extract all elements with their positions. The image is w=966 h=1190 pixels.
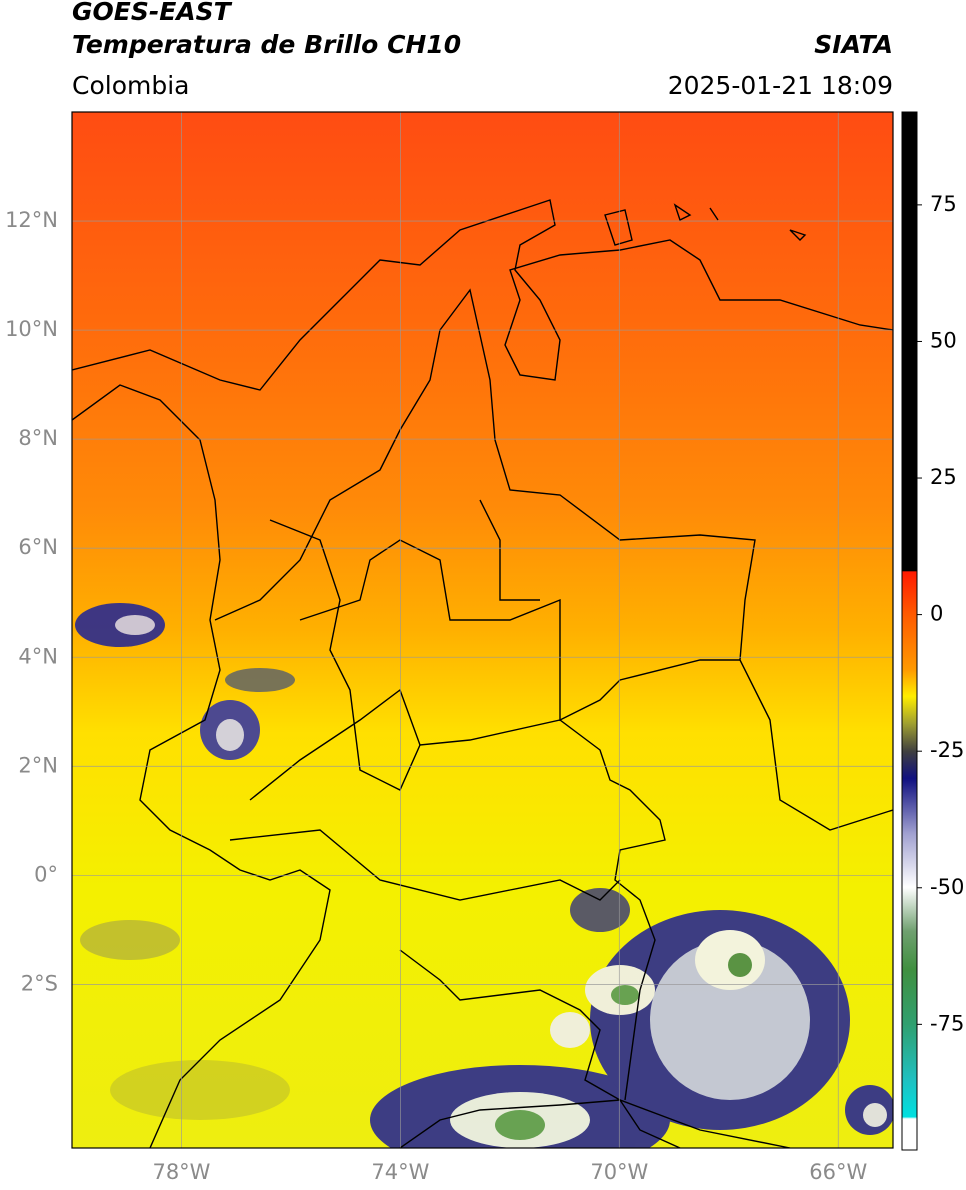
source: SIATA: [814, 30, 893, 59]
lat-tick-label: 6°N: [18, 535, 58, 559]
lat-tick-label: 0°: [34, 862, 58, 886]
lon-tick-label: 78°W: [152, 1160, 210, 1184]
lat-tick-label: 12°N: [5, 208, 58, 232]
lat-tick-label: 2°S: [21, 971, 58, 995]
colorbar-tick-label: -75: [930, 1011, 964, 1035]
map-frame: [71, 111, 894, 1149]
colorbar-tick-label: 0: [930, 602, 943, 626]
colorbar-tick-label: -50: [930, 875, 964, 899]
lat-tick-label: 8°N: [18, 426, 58, 450]
lon-tick-label: 74°W: [371, 1160, 429, 1184]
colorbar-tick-label: 50: [930, 328, 957, 352]
subtitle: Temperatura de Brillo CH10: [72, 30, 461, 59]
datetime: 2025-01-21 18:09: [668, 71, 893, 100]
region: Colombia: [72, 71, 189, 100]
lat-tick-label: 10°N: [5, 317, 58, 341]
lat-tick-label: 2°N: [18, 753, 58, 777]
colorbar-tick-label: -25: [930, 738, 964, 762]
colorbar-tick-label: 75: [930, 192, 957, 216]
lat-tick-label: 4°N: [18, 644, 58, 668]
satellite-image: [72, 112, 893, 1148]
colorbar: [901, 111, 918, 1151]
colorbar-tick-label: 25: [930, 465, 957, 489]
lon-tick-label: 66°W: [809, 1160, 867, 1184]
title: GOES-EAST: [72, 0, 233, 26]
lon-tick-label: 70°W: [590, 1160, 648, 1184]
graticule: [72, 112, 893, 1148]
